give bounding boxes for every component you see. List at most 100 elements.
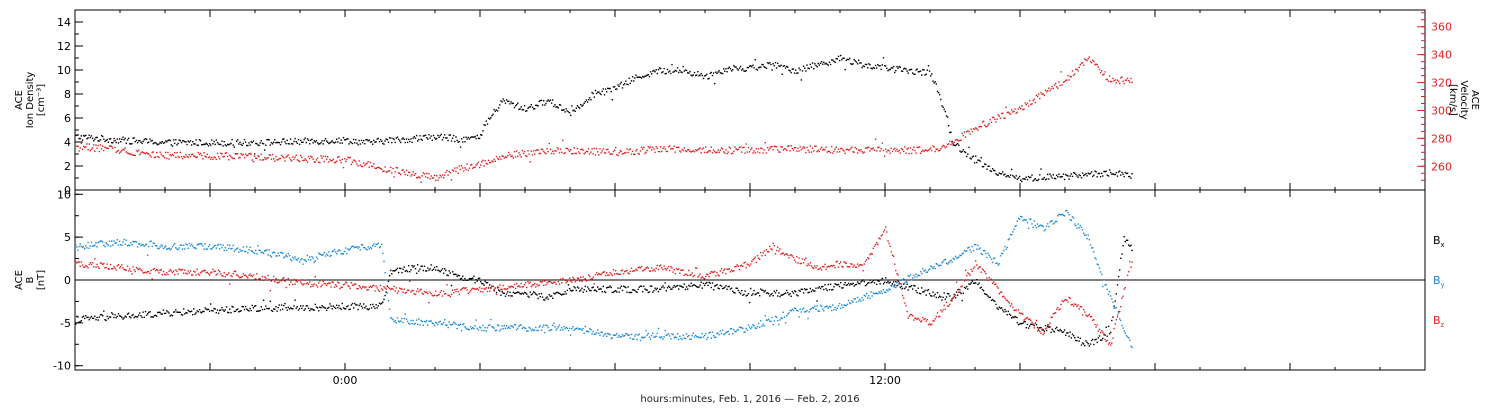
data-point xyxy=(224,309,226,311)
data-point xyxy=(426,319,428,322)
data-point xyxy=(952,257,954,260)
data-point xyxy=(539,99,541,102)
data-point xyxy=(564,279,566,282)
data-point xyxy=(1099,271,1102,273)
data-point xyxy=(486,327,489,329)
data-point xyxy=(1119,310,1121,313)
data-point xyxy=(1002,112,1004,115)
data-point xyxy=(883,229,886,231)
data-point xyxy=(413,323,415,325)
data-point xyxy=(639,285,642,287)
data-point xyxy=(393,176,395,178)
data-point xyxy=(111,268,113,270)
data-point xyxy=(661,336,663,338)
data-point xyxy=(1114,173,1116,176)
data-point xyxy=(638,153,640,155)
data-point xyxy=(356,304,358,306)
data-point xyxy=(1060,213,1062,216)
data-point xyxy=(184,269,186,271)
data-point xyxy=(754,327,756,329)
data-point xyxy=(954,297,957,299)
data-point xyxy=(145,243,148,245)
data-point xyxy=(177,273,179,275)
data-point xyxy=(1104,171,1106,173)
data-point xyxy=(850,302,852,305)
data-point xyxy=(289,307,292,309)
data-point xyxy=(599,92,601,95)
data-point xyxy=(814,145,816,147)
data-point xyxy=(156,151,158,154)
data-point xyxy=(647,267,649,269)
data-point xyxy=(215,274,217,276)
data-point xyxy=(638,286,640,288)
data-point xyxy=(788,294,790,296)
data-point xyxy=(247,277,249,279)
data-point xyxy=(622,273,625,275)
data-point xyxy=(444,174,446,176)
data-point xyxy=(611,291,613,294)
data-point xyxy=(894,147,896,150)
data-point xyxy=(175,139,177,141)
data-point xyxy=(756,151,759,153)
data-point xyxy=(385,138,387,140)
data-point xyxy=(99,144,102,146)
data-point xyxy=(888,150,890,152)
data-point xyxy=(428,302,430,304)
data-point xyxy=(293,258,295,260)
data-point xyxy=(999,117,1002,119)
data-point xyxy=(1111,80,1113,83)
data-point xyxy=(493,108,495,111)
data-point xyxy=(280,304,283,306)
data-point xyxy=(301,307,303,310)
data-point xyxy=(904,67,906,69)
data-point xyxy=(955,257,958,259)
data-point xyxy=(203,152,205,154)
data-point xyxy=(75,133,77,136)
data-point xyxy=(130,270,132,272)
data-point xyxy=(148,311,150,314)
data-point xyxy=(147,142,149,144)
data-point xyxy=(329,303,331,305)
data-point xyxy=(724,268,726,270)
data-point xyxy=(799,308,801,310)
data-point xyxy=(745,295,747,297)
data-point xyxy=(529,106,531,108)
data-point xyxy=(711,331,714,333)
data-point xyxy=(847,266,850,268)
data-point xyxy=(250,141,252,143)
data-point xyxy=(187,247,189,249)
data-point xyxy=(420,181,422,183)
data-point xyxy=(77,145,79,148)
data-point xyxy=(702,147,705,149)
data-point xyxy=(676,146,679,149)
data-point xyxy=(553,322,555,324)
data-point xyxy=(365,286,367,288)
data-point xyxy=(934,267,936,270)
data-point xyxy=(653,336,655,338)
data-point xyxy=(106,243,108,245)
data-point xyxy=(357,288,359,290)
data-point xyxy=(715,71,717,73)
data-point xyxy=(365,305,367,308)
data-point xyxy=(1008,238,1011,240)
data-point xyxy=(809,287,811,290)
data-point xyxy=(565,147,567,150)
data-point xyxy=(1102,175,1104,177)
data-point xyxy=(1094,170,1096,172)
data-point xyxy=(523,327,526,329)
data-point xyxy=(511,102,513,105)
data-point xyxy=(558,324,561,326)
data-point xyxy=(606,91,608,93)
data-point xyxy=(478,166,481,169)
data-point xyxy=(266,307,268,310)
data-point xyxy=(700,152,702,154)
data-point xyxy=(627,151,629,154)
data-point xyxy=(1008,302,1011,304)
data-point xyxy=(665,334,667,337)
data-point xyxy=(867,147,869,149)
data-point xyxy=(80,261,82,263)
data-point xyxy=(1102,337,1104,340)
data-point xyxy=(409,271,411,273)
data-point xyxy=(774,292,777,294)
data-point xyxy=(969,249,971,251)
